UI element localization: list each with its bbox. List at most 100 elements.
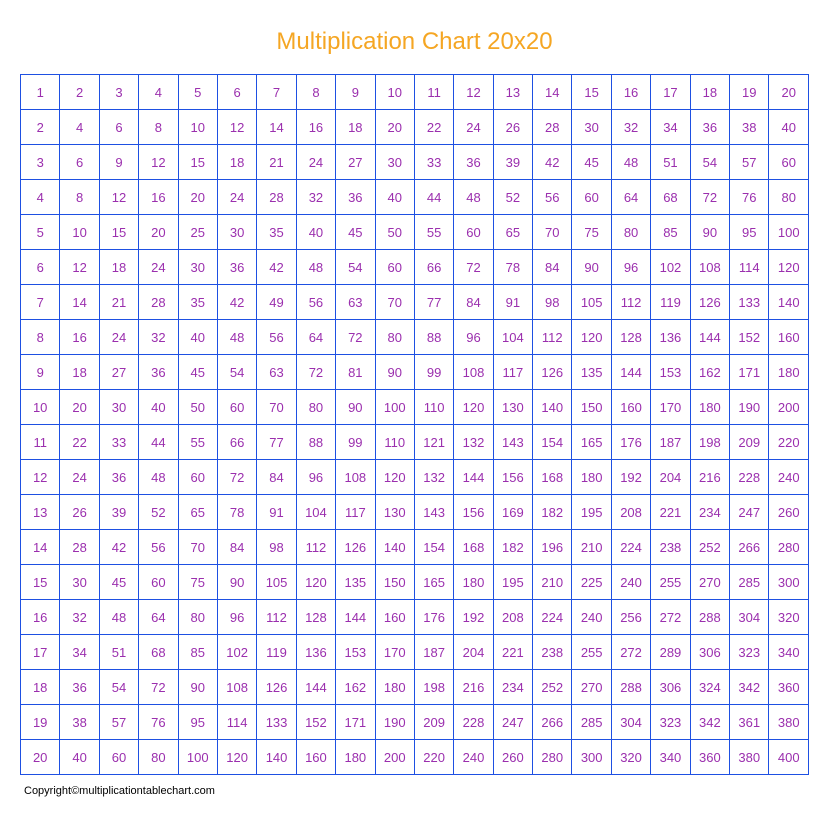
table-cell: 196 — [533, 530, 572, 565]
table-cell: 77 — [414, 285, 453, 320]
table-row: 1530456075901051201351501651801952102252… — [21, 565, 809, 600]
table-cell: 24 — [60, 460, 99, 495]
table-cell: 176 — [414, 600, 453, 635]
table-cell: 55 — [414, 215, 453, 250]
table-cell: 40 — [178, 320, 217, 355]
table-cell: 144 — [336, 600, 375, 635]
table-cell: 55 — [178, 425, 217, 460]
table-cell: 84 — [217, 530, 256, 565]
table-cell: 96 — [296, 460, 335, 495]
table-cell: 10 — [375, 75, 414, 110]
table-cell: 3 — [99, 75, 138, 110]
table-cell: 90 — [572, 250, 611, 285]
copyright-text: Copyright©multiplicationtablechart.com — [24, 785, 809, 797]
table-cell: 65 — [493, 215, 532, 250]
table-cell: 72 — [296, 355, 335, 390]
table-cell: 160 — [611, 390, 650, 425]
table-row: 8162432404856647280889610411212012813614… — [21, 320, 809, 355]
table-row: 5101520253035404550556065707580859095100 — [21, 215, 809, 250]
table-cell: 60 — [769, 145, 809, 180]
table-cell: 18 — [690, 75, 729, 110]
table-cell: 14 — [60, 285, 99, 320]
table-cell: 28 — [139, 285, 178, 320]
table-cell: 14 — [21, 530, 60, 565]
table-cell: 90 — [690, 215, 729, 250]
table-cell: 112 — [257, 600, 296, 635]
table-cell: 48 — [454, 180, 493, 215]
table-cell: 6 — [99, 110, 138, 145]
table-cell: 260 — [493, 740, 532, 775]
table-cell: 78 — [217, 495, 256, 530]
table-cell: 30 — [178, 250, 217, 285]
table-cell: 80 — [178, 600, 217, 635]
table-cell: 117 — [493, 355, 532, 390]
table-cell: 102 — [217, 635, 256, 670]
table-cell: 11 — [21, 425, 60, 460]
table-cell: 260 — [769, 495, 809, 530]
table-cell: 170 — [375, 635, 414, 670]
table-cell: 51 — [99, 635, 138, 670]
table-cell: 57 — [730, 145, 769, 180]
table-cell: 38 — [730, 110, 769, 145]
table-cell: 221 — [651, 495, 690, 530]
table-cell: 30 — [375, 145, 414, 180]
table-cell: 154 — [414, 530, 453, 565]
table-row: 1020304050607080901001101201301401501601… — [21, 390, 809, 425]
table-cell: 20 — [139, 215, 178, 250]
table-cell: 72 — [139, 670, 178, 705]
table-cell: 108 — [454, 355, 493, 390]
table-cell: 30 — [99, 390, 138, 425]
table-cell: 132 — [414, 460, 453, 495]
table-cell: 340 — [769, 635, 809, 670]
table-cell: 110 — [375, 425, 414, 460]
table-cell: 192 — [454, 600, 493, 635]
table-cell: 208 — [493, 600, 532, 635]
table-row: 2040608010012014016018020022024026028030… — [21, 740, 809, 775]
table-cell: 49 — [257, 285, 296, 320]
table-cell: 200 — [375, 740, 414, 775]
table-cell: 304 — [730, 600, 769, 635]
table-cell: 130 — [375, 495, 414, 530]
table-cell: 48 — [611, 145, 650, 180]
table-cell: 77 — [257, 425, 296, 460]
table-cell: 54 — [99, 670, 138, 705]
table-cell: 18 — [336, 110, 375, 145]
table-cell: 95 — [730, 215, 769, 250]
table-cell: 8 — [139, 110, 178, 145]
table-cell: 8 — [296, 75, 335, 110]
table-cell: 153 — [651, 355, 690, 390]
table-cell: 2 — [60, 75, 99, 110]
table-cell: 121 — [414, 425, 453, 460]
table-cell: 238 — [651, 530, 690, 565]
table-cell: 44 — [414, 180, 453, 215]
table-cell: 270 — [572, 670, 611, 705]
table-cell: 156 — [454, 495, 493, 530]
table-cell: 144 — [611, 355, 650, 390]
table-cell: 10 — [178, 110, 217, 145]
table-cell: 190 — [375, 705, 414, 740]
table-cell: 195 — [493, 565, 532, 600]
table-cell: 36 — [454, 145, 493, 180]
table-cell: 104 — [296, 495, 335, 530]
table-cell: 36 — [139, 355, 178, 390]
table-cell: 228 — [730, 460, 769, 495]
table-cell: 48 — [99, 600, 138, 635]
table-cell: 380 — [730, 740, 769, 775]
table-cell: 132 — [454, 425, 493, 460]
table-cell: 90 — [336, 390, 375, 425]
table-cell: 22 — [414, 110, 453, 145]
table-cell: 98 — [257, 530, 296, 565]
table-cell: 65 — [178, 495, 217, 530]
table-cell: 190 — [730, 390, 769, 425]
table-cell: 24 — [217, 180, 256, 215]
table-cell: 20 — [769, 75, 809, 110]
table-cell: 7 — [257, 75, 296, 110]
table-cell: 224 — [611, 530, 650, 565]
table-cell: 63 — [336, 285, 375, 320]
table-cell: 45 — [336, 215, 375, 250]
table-cell: 100 — [769, 215, 809, 250]
table-cell: 272 — [651, 600, 690, 635]
table-cell: 39 — [493, 145, 532, 180]
table-cell: 255 — [572, 635, 611, 670]
table-row: 246810121416182022242628303234363840 — [21, 110, 809, 145]
